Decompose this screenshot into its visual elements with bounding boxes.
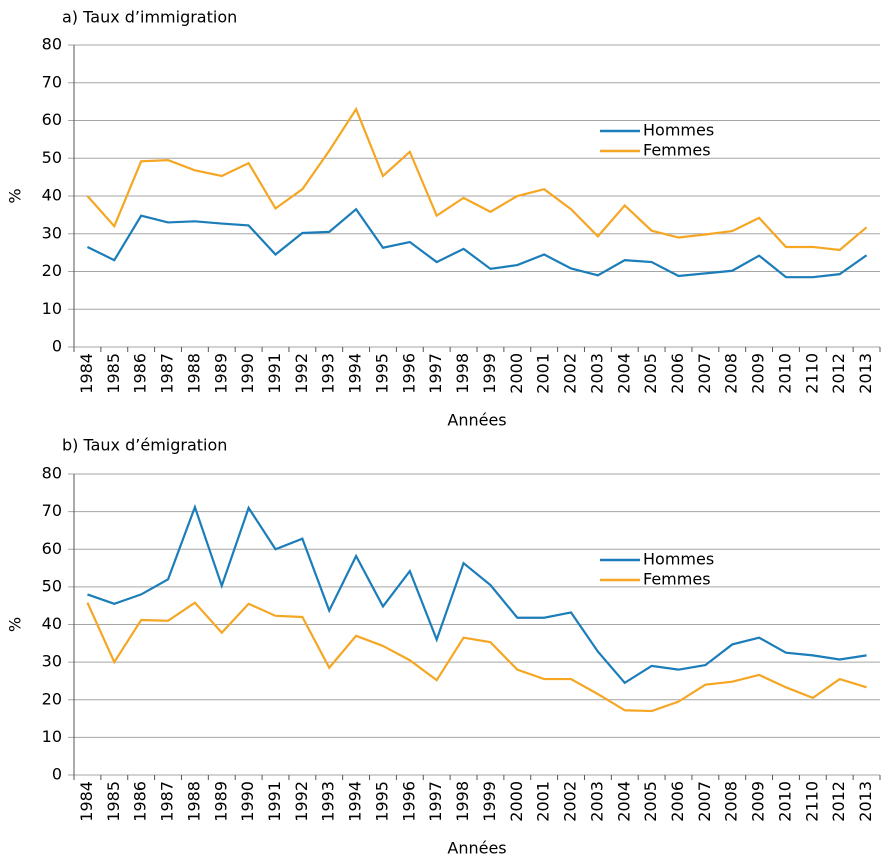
x-tick-label: 1990 <box>238 781 257 822</box>
y-tick-label: 30 <box>42 223 62 242</box>
x-tick-label: 1989 <box>211 353 230 394</box>
x-tick-label: 2012 <box>829 353 848 394</box>
y-tick-label: 40 <box>42 186 62 205</box>
x-tick-label: 1998 <box>453 353 472 394</box>
y-tick-label: 20 <box>42 689 62 708</box>
legend-label: Femmes <box>643 570 711 589</box>
x-tick-label: 2013 <box>856 353 875 394</box>
x-tick-label: 1995 <box>372 781 391 822</box>
x-tick-label: 1994 <box>346 781 365 822</box>
x-tick-label: 1989 <box>211 781 230 822</box>
y-tick-label: 10 <box>42 299 62 318</box>
y-tick-label: 50 <box>42 148 62 167</box>
x-tick-label: 2001 <box>534 781 553 822</box>
data-line <box>87 503 867 685</box>
x-tick-label: 1996 <box>399 781 418 822</box>
x-tick-label: 2000 <box>507 781 526 822</box>
x-tick-label: 1991 <box>265 353 284 394</box>
x-axis-label: Années <box>447 839 506 855</box>
x-tick-label: 2004 <box>614 353 633 394</box>
data-line <box>86 106 868 252</box>
x-tick-label: 2006 <box>668 781 687 822</box>
x-tick-label: 2005 <box>641 781 660 822</box>
x-tick-label: 1988 <box>184 353 203 394</box>
x-tick-label: 2010 <box>775 781 794 822</box>
x-tick-label: 1987 <box>158 353 177 394</box>
x-tick-label: 2008 <box>722 353 741 394</box>
y-tick-label: 40 <box>42 614 62 633</box>
x-tick-label: 1985 <box>104 781 123 822</box>
x-tick-label: 1999 <box>480 353 499 394</box>
y-axis-label: % <box>6 617 25 632</box>
data-line <box>86 207 868 279</box>
data-line <box>86 601 867 713</box>
legend-label: Hommes <box>643 550 714 569</box>
y-tick-label: 80 <box>42 35 62 54</box>
x-tick-label: 1991 <box>265 781 284 822</box>
x-tick-label: 2007 <box>695 353 714 394</box>
x-tick-label: 2002 <box>561 353 580 394</box>
y-tick-label: 70 <box>42 501 62 520</box>
x-tick-label: 2013 <box>856 781 875 822</box>
x-tick-label: 1990 <box>238 353 257 394</box>
x-tick-label: 2009 <box>749 353 768 394</box>
x-tick-label: 2012 <box>829 781 848 822</box>
x-tick-label: 1993 <box>319 781 338 822</box>
x-tick-label: 2003 <box>587 781 606 822</box>
y-tick-label: 0 <box>52 765 62 784</box>
y-tick-label: 10 <box>42 727 62 746</box>
x-tick-label: 1985 <box>104 353 123 394</box>
x-tick-label: 2110 <box>802 353 821 394</box>
x-tick-label: 1984 <box>77 781 96 822</box>
y-tick-label: 30 <box>42 652 62 671</box>
y-tick-label: 60 <box>42 539 62 558</box>
y-tick-label: 80 <box>42 464 62 483</box>
x-tick-label: 2001 <box>534 353 553 394</box>
x-tick-label: 2003 <box>587 353 606 394</box>
x-tick-label: 2010 <box>775 353 794 394</box>
x-tick-label: 2005 <box>641 353 660 394</box>
legend-label: Hommes <box>643 121 714 140</box>
legend-label: Femmes <box>643 141 711 160</box>
y-tick-label: 60 <box>42 110 62 129</box>
x-tick-label: 1997 <box>426 781 445 822</box>
y-tick-label: 0 <box>52 337 62 356</box>
x-tick-label: 1992 <box>292 781 311 822</box>
y-tick-label: 70 <box>42 72 62 91</box>
x-tick-label: 1999 <box>480 781 499 822</box>
x-axis-label: Années <box>447 411 506 430</box>
x-tick-label: 1993 <box>319 353 338 394</box>
y-tick-label: 50 <box>42 576 62 595</box>
x-tick-label: 2006 <box>668 353 687 394</box>
x-tick-label: 2007 <box>695 781 714 822</box>
y-tick-label: 20 <box>42 261 62 280</box>
x-tick-label: 2009 <box>749 781 768 822</box>
x-tick-label: 1986 <box>131 353 150 394</box>
x-tick-label: 1997 <box>426 353 445 394</box>
x-tick-label: 1996 <box>399 353 418 394</box>
x-tick-label: 2004 <box>614 781 633 822</box>
x-tick-label: 1986 <box>131 781 150 822</box>
x-tick-label: 1992 <box>292 353 311 394</box>
x-tick-label: 1987 <box>158 781 177 822</box>
y-axis-label: % <box>6 188 25 203</box>
x-tick-label: 2110 <box>802 781 821 822</box>
x-tick-label: 1988 <box>184 781 203 822</box>
x-tick-label: 2000 <box>507 353 526 394</box>
chart-title: b) Taux d’émigration <box>62 436 227 455</box>
x-tick-label: 1994 <box>346 353 365 394</box>
x-tick-label: 1984 <box>77 353 96 394</box>
x-tick-label: 2008 <box>722 781 741 822</box>
chart-title: a) Taux d’immigration <box>62 8 237 27</box>
x-tick-label: 1998 <box>453 781 472 822</box>
x-tick-label: 2002 <box>561 781 580 822</box>
x-tick-label: 1995 <box>372 353 391 394</box>
